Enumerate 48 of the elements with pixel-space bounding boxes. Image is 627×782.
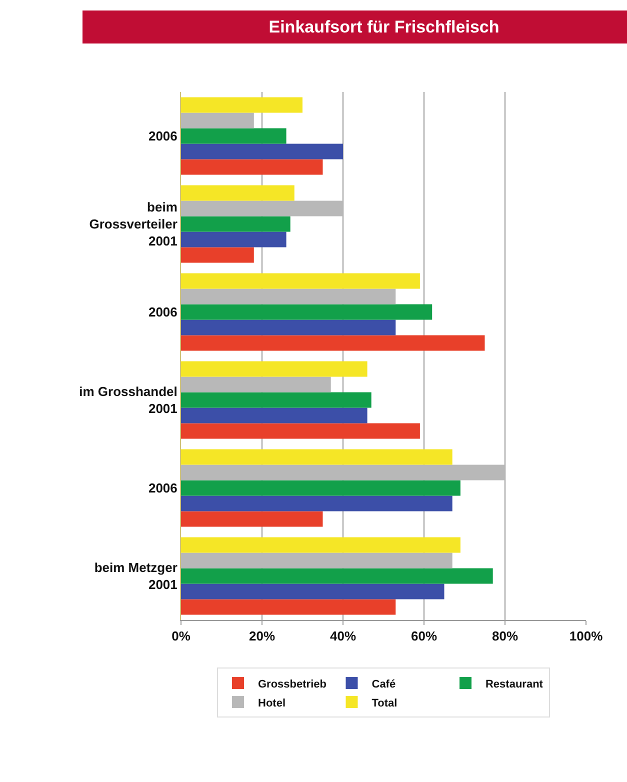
bar xyxy=(181,288,396,304)
bar xyxy=(181,537,460,553)
bar xyxy=(181,552,452,568)
bar xyxy=(181,247,254,263)
bar xyxy=(181,464,505,480)
legend-label: Café xyxy=(372,678,396,690)
legend-label: Total xyxy=(372,697,398,710)
legend-label: Grossbetrieb xyxy=(258,678,327,690)
chart-title: Einkaufsort für Frischfleisch xyxy=(268,18,500,36)
x-tick-label: 20% xyxy=(248,628,276,644)
bar xyxy=(181,273,420,289)
bar xyxy=(181,185,294,201)
x-tick-label: 80% xyxy=(492,628,518,644)
x-tick-label: 40% xyxy=(330,628,356,644)
bar xyxy=(181,216,290,232)
legend-label: Hotel xyxy=(258,697,286,710)
bar xyxy=(181,361,368,377)
bar xyxy=(181,112,254,128)
x-tick-label: 0% xyxy=(172,628,191,644)
bar xyxy=(181,144,343,160)
bar xyxy=(181,200,343,216)
bar xyxy=(181,511,323,527)
y-tick-label: 2006 xyxy=(148,128,178,144)
bar xyxy=(181,423,420,439)
bar xyxy=(181,449,452,465)
bar xyxy=(181,128,286,144)
bar xyxy=(181,496,452,512)
bar xyxy=(181,304,432,320)
bar xyxy=(181,408,368,424)
bar xyxy=(181,97,302,113)
bar xyxy=(181,392,372,408)
bar xyxy=(181,376,331,392)
y-tick-label: beim Metzger 2001 xyxy=(94,560,178,592)
bar xyxy=(181,480,460,496)
bar xyxy=(181,335,485,351)
y-tick-label: im Grosshandel 2001 xyxy=(79,384,178,416)
x-tick-label: 60% xyxy=(410,628,438,644)
bar xyxy=(181,584,444,600)
bar xyxy=(181,232,286,248)
y-tick-label: 2006 xyxy=(148,304,178,320)
legend-label: Restaurant xyxy=(485,678,544,690)
bar xyxy=(181,568,493,584)
y-tick-label: 2006 xyxy=(148,480,178,496)
bar xyxy=(181,599,396,615)
bar xyxy=(181,320,396,336)
y-tick-label: beim Grossverteiler 2001 xyxy=(89,200,178,248)
bar xyxy=(181,159,323,175)
x-tick-label: 100% xyxy=(569,628,604,644)
